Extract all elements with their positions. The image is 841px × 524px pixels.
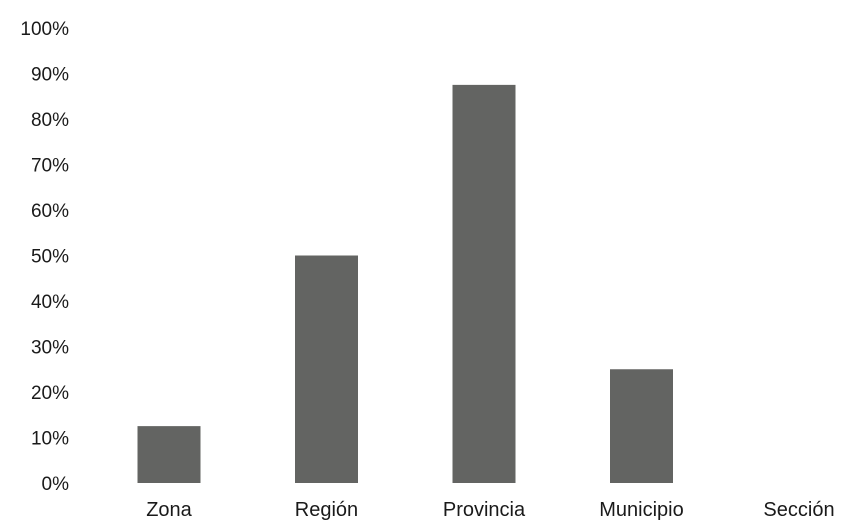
y-tick-label: 100% [20, 19, 69, 40]
y-tick-label: 40% [31, 292, 69, 313]
x-category-label: Provincia [443, 499, 526, 521]
y-tick-label: 70% [31, 156, 69, 177]
x-category-label: Municipio [599, 499, 683, 521]
y-tick-label: 10% [31, 429, 69, 450]
y-axis: 0% 10% 20% 30% 40% 50% 60% 70% 80% 90% 100% [20, 19, 69, 495]
y-tick-label: 80% [31, 110, 69, 131]
bars [137, 84, 673, 483]
x-category-label: Sección [763, 499, 834, 521]
y-tick-label: 90% [31, 65, 69, 86]
bar-region [295, 255, 358, 483]
bar-municipio [610, 369, 673, 483]
x-category-label: Región [295, 499, 358, 521]
y-tick-label: 20% [31, 383, 69, 404]
x-axis: Zona Región Provincia Municipio Sección [146, 499, 834, 521]
x-category-label: Zona [146, 499, 192, 521]
bar-provincia [452, 84, 516, 483]
y-tick-label: 30% [31, 338, 69, 359]
bar-zona [137, 426, 201, 483]
y-tick-label: 0% [42, 474, 70, 495]
y-tick-label: 50% [31, 247, 69, 268]
y-tick-label: 60% [31, 201, 69, 222]
